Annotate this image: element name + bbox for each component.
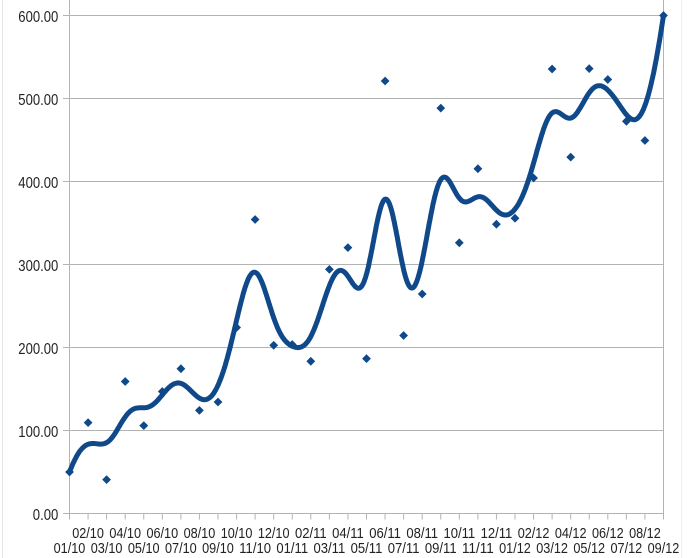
svg-text:06/11: 06/11 xyxy=(369,526,401,542)
svg-text:08/10: 08/10 xyxy=(184,526,216,542)
svg-text:01/10: 01/10 xyxy=(54,541,86,557)
svg-text:02/10: 02/10 xyxy=(72,526,104,542)
svg-text:02/11: 02/11 xyxy=(295,526,327,542)
svg-text:07/11: 07/11 xyxy=(388,541,420,557)
svg-text:05/11: 05/11 xyxy=(351,541,383,557)
svg-text:07/10: 07/10 xyxy=(165,541,197,557)
svg-text:02/12: 02/12 xyxy=(518,526,550,542)
svg-text:06/10: 06/10 xyxy=(146,526,178,542)
svg-text:500.00: 500.00 xyxy=(18,92,58,109)
svg-text:01/11: 01/11 xyxy=(276,541,308,557)
svg-text:04/11: 04/11 xyxy=(332,526,364,542)
svg-text:03/11: 03/11 xyxy=(314,541,346,557)
svg-text:08/11: 08/11 xyxy=(406,526,438,542)
svg-text:08/12: 08/12 xyxy=(629,526,661,542)
svg-text:09/11: 09/11 xyxy=(425,541,457,557)
svg-text:12/11: 12/11 xyxy=(481,526,513,542)
svg-text:05/12: 05/12 xyxy=(573,541,605,557)
svg-text:04/10: 04/10 xyxy=(109,526,141,542)
svg-text:06/12: 06/12 xyxy=(592,526,624,542)
svg-text:09/12: 09/12 xyxy=(648,541,680,557)
svg-text:10/10: 10/10 xyxy=(221,526,253,542)
svg-text:03/10: 03/10 xyxy=(91,541,123,557)
svg-text:03/12: 03/12 xyxy=(536,541,568,557)
svg-text:12/10: 12/10 xyxy=(258,526,290,542)
svg-text:400.00: 400.00 xyxy=(18,175,58,192)
svg-text:200.00: 200.00 xyxy=(18,341,58,358)
svg-text:07/12: 07/12 xyxy=(611,541,643,557)
svg-text:100.00: 100.00 xyxy=(18,424,58,441)
svg-text:01/12: 01/12 xyxy=(499,541,531,557)
svg-text:10/11: 10/11 xyxy=(443,526,475,542)
svg-text:300.00: 300.00 xyxy=(18,258,58,275)
svg-text:11/10: 11/10 xyxy=(239,541,271,557)
svg-text:04/12: 04/12 xyxy=(555,526,587,542)
svg-text:600.00: 600.00 xyxy=(18,9,58,26)
svg-text:09/10: 09/10 xyxy=(202,541,234,557)
svg-text:0.00: 0.00 xyxy=(33,507,59,524)
svg-text:11/11: 11/11 xyxy=(462,541,494,557)
svg-text:05/10: 05/10 xyxy=(128,541,160,557)
